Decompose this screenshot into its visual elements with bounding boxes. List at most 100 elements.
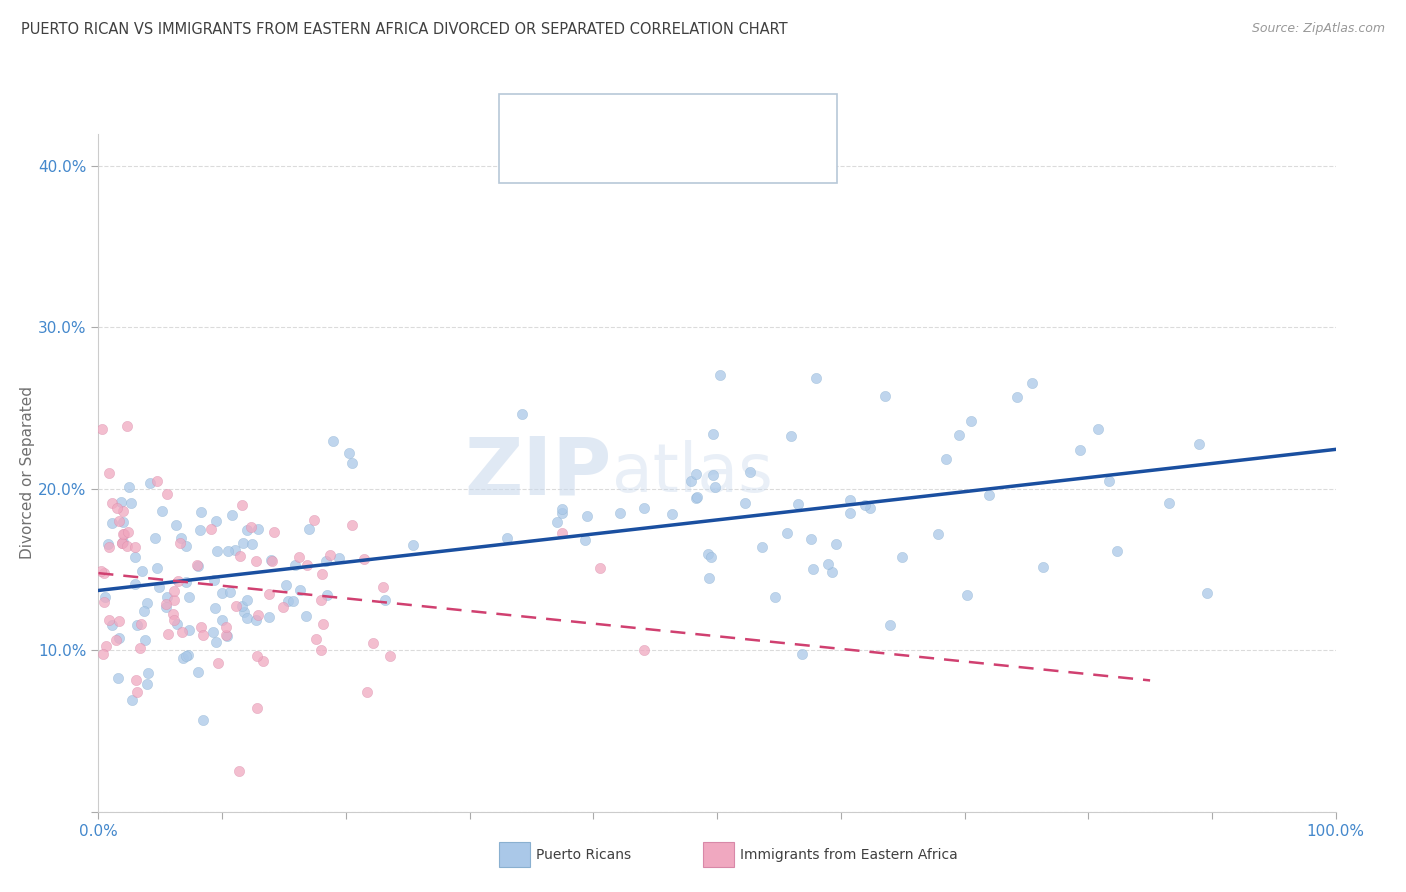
Point [247,522,270,536]
Point [316,588,339,602]
Point [236,523,259,537]
Point [125,673,148,688]
Text: ZIP: ZIP [464,434,612,512]
Point [287,550,309,565]
Point [1107,544,1129,558]
Point [107,671,129,685]
Point [163,592,186,607]
Point [801,562,824,576]
Point [217,629,239,643]
Text: Puerto Ricans: Puerto Ricans [536,847,631,862]
Point [124,540,146,554]
Point [297,522,319,536]
Point [118,480,141,494]
Point [633,501,655,516]
Point [156,627,179,641]
Point [101,496,124,510]
Text: R =: R = [561,111,589,126]
Point [108,614,131,628]
Text: Immigrants from Eastern Africa: Immigrants from Eastern Africa [740,847,957,862]
Point [111,535,134,549]
Point [277,594,299,608]
Point [94,639,117,653]
Point [188,523,211,537]
Point [315,554,337,568]
Point [697,571,720,585]
Point [115,539,138,553]
Point [1032,559,1054,574]
Point [1157,496,1180,510]
Point [127,685,149,699]
Point [132,604,155,618]
Point [90,564,112,578]
Text: N =: N = [683,111,713,126]
Point [702,467,724,482]
Point [702,426,724,441]
Point [134,633,156,648]
Point [112,526,135,541]
Point [190,619,212,633]
Point [304,632,326,646]
Point [838,493,860,508]
Point [290,583,312,598]
Point [576,508,599,523]
Point [110,495,132,509]
Point [661,507,683,521]
Text: Source: ZipAtlas.com: Source: ZipAtlas.com [1251,22,1385,36]
Point [236,611,259,625]
Point [302,512,325,526]
Point [166,574,188,588]
Point [148,580,170,594]
Point [97,540,120,554]
Point [236,593,259,607]
Point [174,574,197,589]
Point [734,496,756,510]
Point [204,515,226,529]
Point [146,474,169,488]
Point [150,503,173,517]
Point [218,584,240,599]
Point [340,456,363,470]
Point [166,617,188,632]
Point [221,508,243,522]
Point [763,590,786,604]
Point [112,504,135,518]
Bar [520,106,551,130]
Point [281,594,304,608]
Point [246,648,269,663]
Point [129,640,152,655]
Point [853,498,876,512]
Point [824,537,846,551]
Point [776,525,799,540]
Point [551,506,574,520]
Point [97,537,120,551]
Text: PUERTO RICAN VS IMMIGRANTS FROM EASTERN AFRICA DIVORCED OR SEPARATED CORRELATION: PUERTO RICAN VS IMMIGRANTS FROM EASTERN … [21,22,787,37]
Point [232,605,254,619]
Point [322,434,344,448]
Point [155,597,177,611]
Point [155,600,177,615]
Point [679,474,702,488]
Point [201,624,224,639]
Point [495,531,517,545]
Point [246,700,269,714]
Point [129,616,152,631]
Point [263,524,285,539]
Point [143,532,166,546]
Point [231,599,253,613]
Point [165,518,187,533]
Point [125,618,148,632]
Point [274,578,297,592]
Point [935,451,957,466]
Point [1069,442,1091,457]
Point [124,577,146,591]
Point [200,522,222,536]
Point [174,648,197,663]
Point [361,636,384,650]
Point [162,583,184,598]
Point [1087,422,1109,436]
Point [738,465,761,479]
Point [309,592,332,607]
Point [111,515,134,529]
Point [328,550,350,565]
